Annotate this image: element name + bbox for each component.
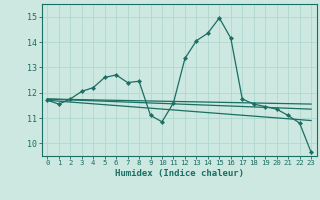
X-axis label: Humidex (Indice chaleur): Humidex (Indice chaleur) [115, 169, 244, 178]
